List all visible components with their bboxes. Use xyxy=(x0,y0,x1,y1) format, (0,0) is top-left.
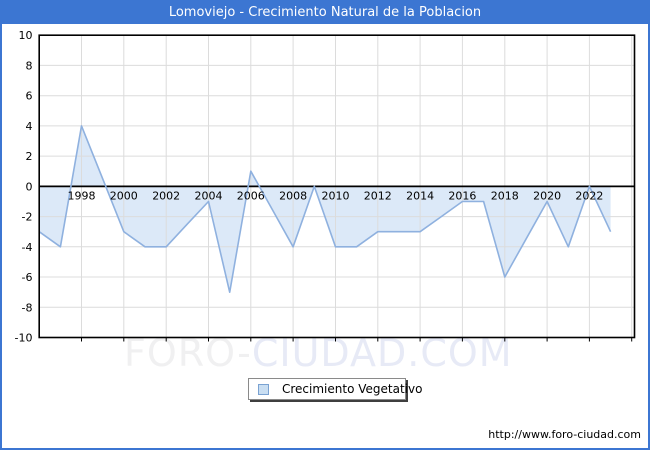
y-gridlines xyxy=(39,64,635,308)
watermark: FORO-CIUDAD.COM xyxy=(124,331,513,375)
legend-swatch-icon xyxy=(258,383,269,395)
x-tick-label: 2002 xyxy=(152,189,180,202)
y-tick-label: -6 xyxy=(22,271,33,284)
x-tick-label: 2006 xyxy=(237,189,265,202)
footer-url[interactable]: http://www.foro-ciudad.com xyxy=(488,428,641,441)
y-tick-label: 6 xyxy=(26,90,33,103)
x-tick-label: 2018 xyxy=(491,189,519,202)
x-tick-label: 2008 xyxy=(279,189,307,202)
legend-label: Crecimiento Vegetativo xyxy=(282,382,423,396)
title-bar: Lomoviejo - Crecimiento Natural de la Po… xyxy=(0,0,650,24)
x-tick-label: 2010 xyxy=(322,189,350,202)
y-tick-labels: 10 8 6 4 2 0 -2 -4 -6 -8 -10 xyxy=(15,29,33,344)
y-tick-label: 4 xyxy=(26,120,33,133)
y-tick-label: -8 xyxy=(22,301,33,314)
x-tick-label: 2014 xyxy=(406,189,434,202)
page-title: Lomoviejo - Crecimiento Natural de la Po… xyxy=(168,4,482,20)
x-tick-label: 2000 xyxy=(110,189,138,202)
x-tick-labels: 1998 2000 2002 2004 2006 2008 2010 2012 2014 2016… xyxy=(68,189,604,202)
y-tick-label: -10 xyxy=(15,332,33,345)
x-axis-ticks xyxy=(81,337,633,342)
y-tick-label: 10 xyxy=(19,29,33,42)
y-tick-label: 0 xyxy=(26,180,33,193)
x-tick-label: 1998 xyxy=(68,189,96,202)
legend-item[interactable]: Crecimiento Vegetativo xyxy=(248,378,422,400)
x-tick-label: 2004 xyxy=(195,189,223,202)
watermark-part2: CIUDAD.COM xyxy=(251,331,513,375)
x-tick-label: 2020 xyxy=(533,189,561,202)
watermark-part1: FORO- xyxy=(124,331,252,375)
x-tick-label: 2022 xyxy=(575,189,603,202)
y-tick-label: 8 xyxy=(26,59,33,72)
x-tick-label: 2016 xyxy=(448,189,476,202)
y-tick-label: -4 xyxy=(22,241,33,254)
y-tick-label: 2 xyxy=(26,150,33,163)
data-line xyxy=(38,125,612,294)
area-fill xyxy=(39,125,611,293)
x-tick-label: 2012 xyxy=(364,189,392,202)
y-tick-label: -2 xyxy=(22,211,33,224)
plot-border xyxy=(38,34,636,339)
